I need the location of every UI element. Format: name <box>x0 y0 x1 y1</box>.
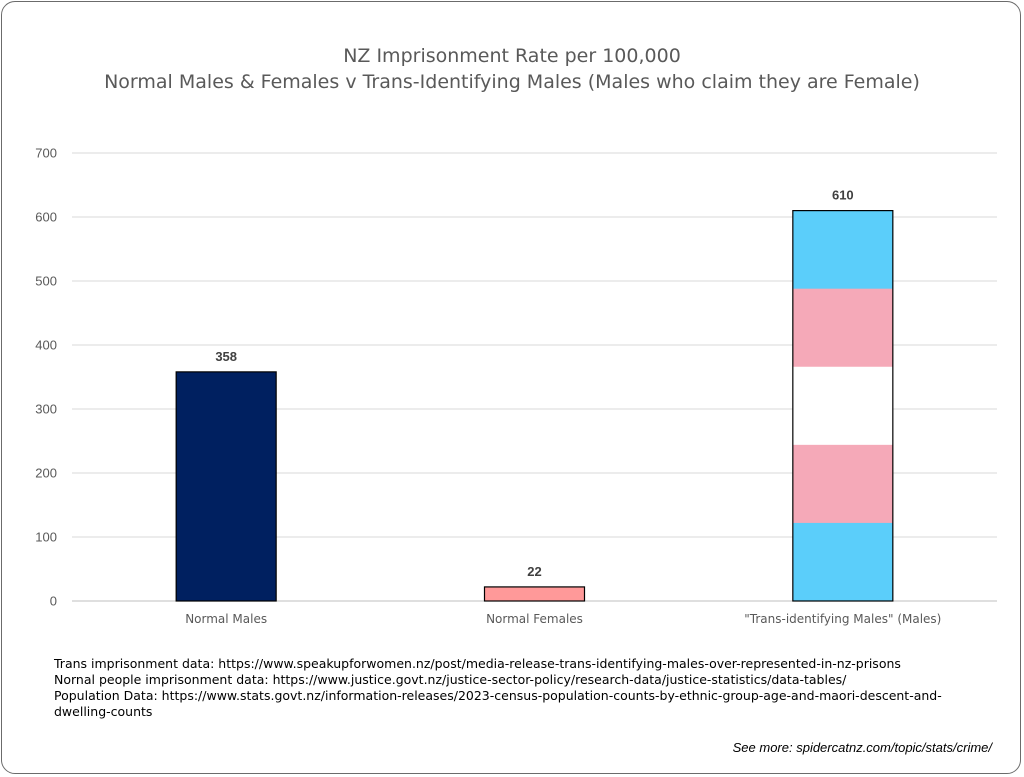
x-category-label: "Trans-identifying Males" (Males) <box>744 612 941 626</box>
y-tick-label: 200 <box>35 466 57 481</box>
source-note-normal: Nornal people imprisonment data: https:/… <box>54 672 847 687</box>
x-category-label: Normal Females <box>486 612 583 626</box>
data-label: 610 <box>832 188 854 203</box>
source-note-trans: Trans imprisonment data: https://www.spe… <box>54 656 901 671</box>
y-tick-label: 300 <box>35 402 57 417</box>
y-tick-label: 400 <box>35 338 57 353</box>
bar <box>175 371 277 602</box>
bar <box>792 210 894 602</box>
source-notes: Trans imprisonment data: https://www.spe… <box>54 656 974 720</box>
y-tick-label: 100 <box>35 530 57 545</box>
y-tick-label: 600 <box>35 210 57 225</box>
y-tick-label: 500 <box>35 274 57 289</box>
data-label: 358 <box>215 349 237 364</box>
y-tick-label: 0 <box>50 594 57 609</box>
source-note-population: Population Data: https://www.stats.govt.… <box>54 688 942 719</box>
bar-stripe <box>792 366 893 446</box>
chart-title: NZ Imprisonment Rate per 100,000 <box>343 45 681 67</box>
y-tick-label: 700 <box>35 146 57 161</box>
data-label: 22 <box>527 564 541 579</box>
see-more-link[interactable]: See more: spidercatnz.com/topic/stats/cr… <box>732 740 992 755</box>
bar-stripe <box>792 288 893 368</box>
chart-subtitle: Normal Males & Females v Trans-Identifyi… <box>104 71 920 93</box>
bar <box>483 586 586 602</box>
x-category-label: Normal Males <box>185 612 267 626</box>
bar-stripe <box>792 522 893 602</box>
bar-stripe <box>792 444 893 524</box>
bar-stripe <box>792 210 893 290</box>
